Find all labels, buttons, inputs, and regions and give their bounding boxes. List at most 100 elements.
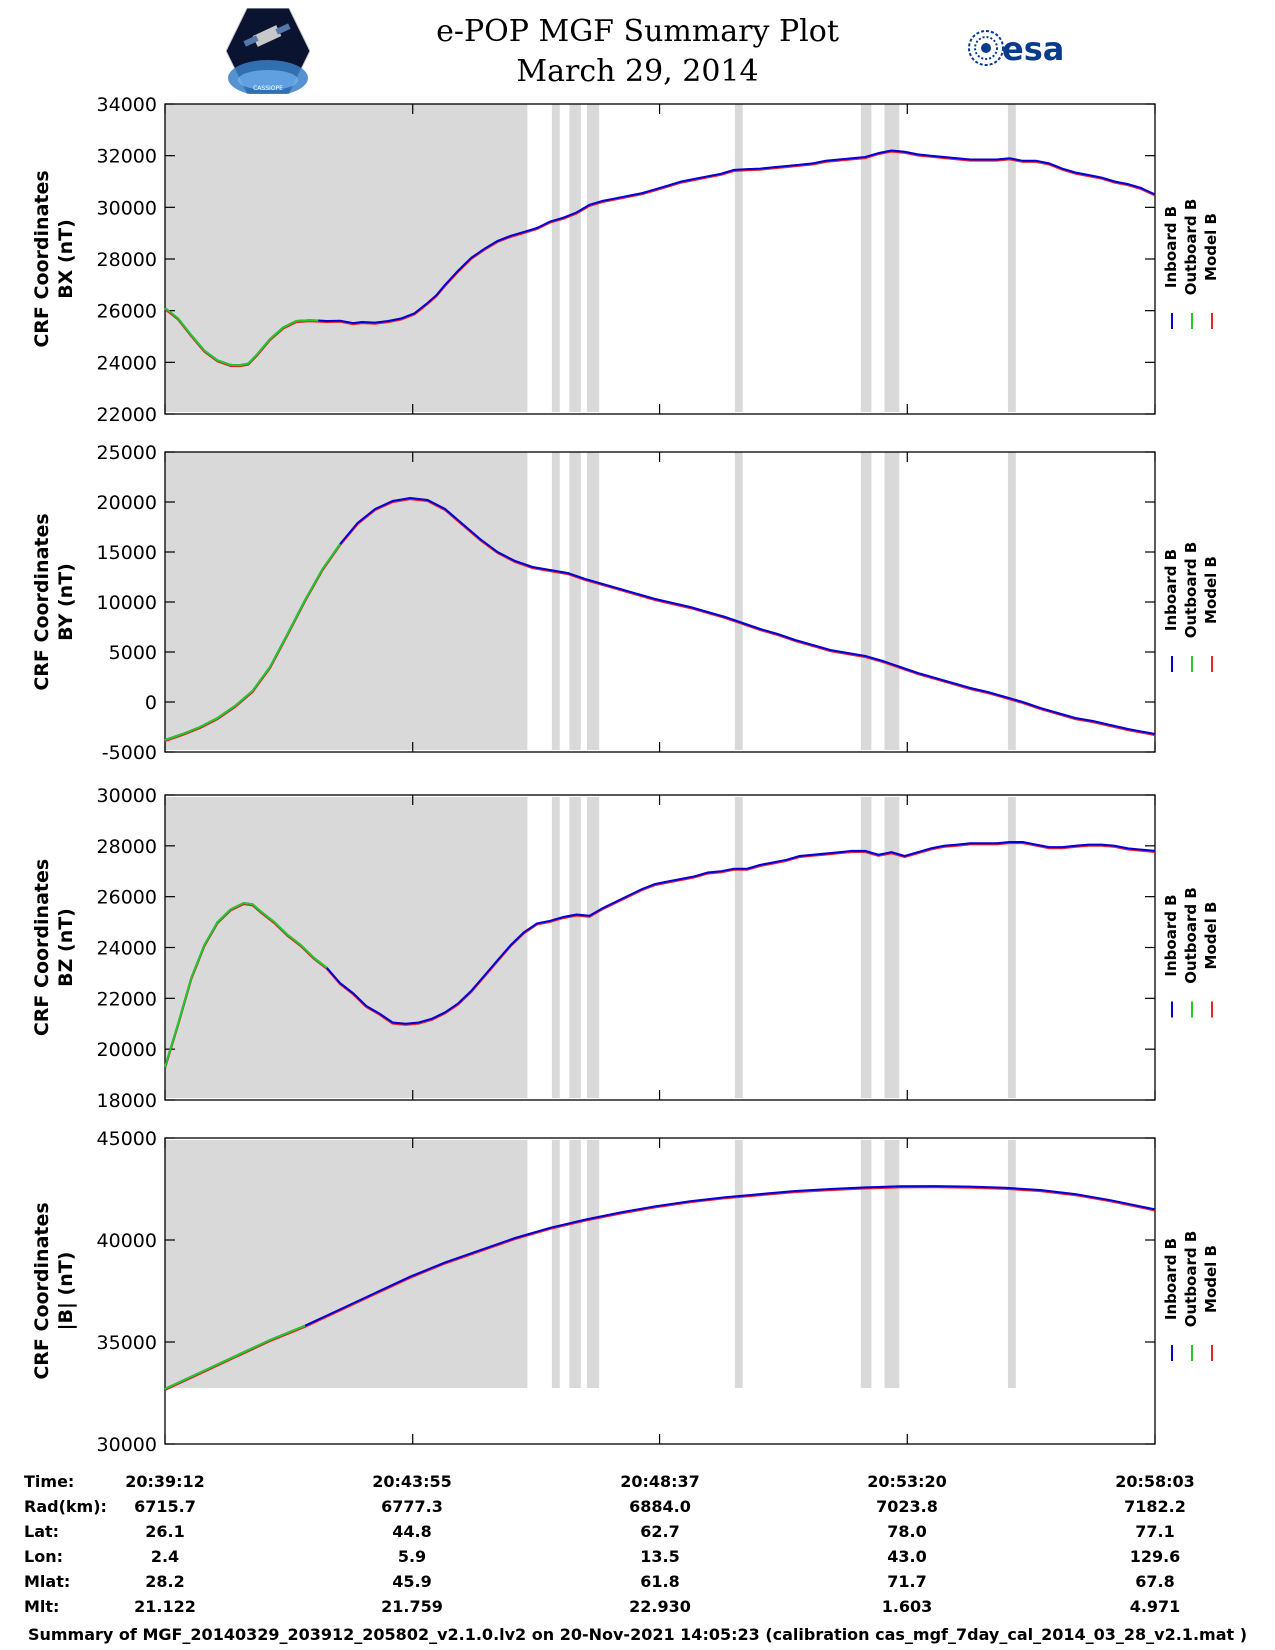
legend-label-bx: Inboard B	[1162, 206, 1180, 288]
outboard-b-line-bz	[164, 901, 328, 1068]
y-tick-label-bmag: 40000	[97, 1230, 157, 1252]
y-tick-label-bz: 24000	[97, 938, 157, 960]
shaded-region-bmag-6	[884, 1140, 900, 1388]
y-tick-label-by: 20000	[97, 492, 157, 514]
shaded-region-by-3	[586, 452, 600, 750]
y-tick-label-bx: 34000	[97, 94, 157, 116]
table-row-label: Mlt:	[24, 1597, 60, 1616]
table-row-label: Lon:	[24, 1547, 63, 1566]
panel-bz: 18000 20000 22000 24000 26000 28000 30000 CRF C…	[31, 785, 1220, 1112]
table-row-label: Mlat:	[24, 1572, 71, 1591]
table-cell: 7182.2	[1124, 1497, 1186, 1516]
legend-label-bz: Model B	[1202, 902, 1220, 970]
table-cell: 5.9	[397, 1547, 427, 1566]
panel-by: -5000 0 5000 10000 15000 20000 25000 CRF Coordi…	[31, 442, 1220, 764]
table-cell: 78.0	[887, 1522, 927, 1541]
legend-label-bz: Outboard B	[1182, 887, 1200, 984]
y-tick-label-bmag: 45000	[97, 1128, 157, 1150]
table-cell: 67.8	[1135, 1572, 1175, 1591]
shaded-region-by-6	[884, 452, 900, 750]
y-tick-label-bz: 20000	[97, 1039, 157, 1061]
table-cell: 22.930	[629, 1597, 691, 1616]
y-tick-label-by: 25000	[97, 442, 157, 464]
y-tick-label-bz: 28000	[97, 836, 157, 858]
shaded-region-bx-5	[860, 104, 872, 412]
shaded-region-bx-7	[1007, 104, 1016, 412]
table-cell: 6777.3	[381, 1497, 443, 1516]
y-tick-label-bx: 26000	[97, 301, 157, 323]
svg-text:esa: esa	[1002, 30, 1064, 68]
table-cell: 61.8	[640, 1572, 680, 1591]
shaded-region-bz-1	[551, 797, 560, 1098]
y-tick-label-bx: 32000	[97, 146, 157, 168]
table-row-label: Lat:	[24, 1522, 60, 1541]
shaded-region-bx-4	[734, 104, 743, 412]
table-row-label: Time:	[24, 1472, 75, 1491]
y-axis-label-bmag: CRF Coordinates |B| (nT)	[31, 1202, 77, 1379]
y-tick-label-by: -5000	[102, 742, 157, 764]
shaded-region-bmag-5	[860, 1140, 872, 1388]
table-cell: 45.9	[392, 1572, 432, 1591]
legend-label-bmag: Outboard B	[1182, 1231, 1200, 1328]
shaded-region-by-2	[569, 452, 581, 750]
shaded-region-bz-5	[860, 797, 872, 1098]
y-tick-label-by: 5000	[109, 642, 157, 664]
plot-date: March 29, 2014	[516, 54, 759, 89]
y-axis-label-bx: CRF Coordinates BX (nT)	[31, 170, 77, 347]
outboard-b-line-bmag	[164, 1324, 306, 1390]
table-cell: 62.7	[640, 1522, 680, 1541]
shaded-region-bx-6	[884, 104, 900, 412]
shaded-region-bmag-4	[734, 1140, 743, 1388]
shaded-region-by-4	[734, 452, 743, 750]
shaded-region-bx-2	[569, 104, 581, 412]
y-tick-label-by: 0	[145, 692, 157, 714]
table-cell: 20:58:03	[1115, 1472, 1195, 1491]
shaded-region-by-1	[551, 452, 560, 750]
shaded-region-bz-3	[586, 797, 600, 1098]
table-cell: 2.4	[150, 1547, 180, 1566]
table-cell: 20:53:20	[867, 1472, 947, 1491]
table-cell: 21.759	[381, 1597, 443, 1616]
legend-label-by: Outboard B	[1182, 542, 1200, 639]
shaded-region-bmag-2	[569, 1140, 581, 1388]
esa-logo: esa	[966, 26, 1076, 74]
table-cell: 20:48:37	[620, 1472, 700, 1491]
y-tick-label-bx: 24000	[97, 352, 157, 374]
legend-label-bx: Outboard B	[1182, 199, 1200, 296]
shaded-region-bz-0	[165, 797, 528, 1098]
legend-label-bmag: Model B	[1202, 1245, 1220, 1313]
shaded-region-by-0	[165, 452, 528, 750]
table-cell: 43.0	[887, 1547, 927, 1566]
shaded-region-bz-7	[1007, 797, 1016, 1098]
table-cell: 6884.0	[629, 1497, 691, 1516]
shaded-region-bx-3	[586, 104, 600, 412]
table-cell: 13.5	[640, 1547, 680, 1566]
table-row-label: Rad(km):	[24, 1497, 107, 1516]
plot-title: e-POP MGF Summary Plot	[436, 14, 839, 49]
y-tick-label-bx: 28000	[97, 249, 157, 271]
table-cell: 6715.7	[134, 1497, 196, 1516]
shaded-region-bz-6	[884, 797, 900, 1098]
table-cell: 20:43:55	[372, 1472, 452, 1491]
y-tick-label-bx: 22000	[97, 404, 157, 426]
outboard-b-line-by	[164, 543, 341, 741]
shaded-region-bmag-3	[586, 1140, 600, 1388]
outboard-b-line-bx	[164, 307, 319, 367]
y-tick-label-by: 15000	[97, 542, 157, 564]
y-tick-label-bmag: 30000	[97, 1434, 157, 1456]
shaded-region-by-5	[860, 452, 872, 750]
table-cell: 44.8	[392, 1522, 432, 1541]
y-tick-label-bz: 18000	[97, 1090, 157, 1112]
table-cell: 7023.8	[876, 1497, 938, 1516]
table-cell: 71.7	[887, 1572, 927, 1591]
y-tick-label-bmag: 35000	[97, 1332, 157, 1354]
shaded-region-bx-1	[551, 104, 560, 412]
y-tick-label-bz: 22000	[97, 988, 157, 1010]
y-tick-label-bz: 30000	[97, 785, 157, 807]
cassiope-mission-logo: CASSIOPE	[225, 7, 311, 98]
y-tick-label-by: 10000	[97, 592, 157, 614]
inboard-b-line-bmag	[164, 1185, 1156, 1390]
legend-label-bx: Model B	[1202, 213, 1220, 281]
shaded-region-bx-0	[165, 104, 528, 412]
